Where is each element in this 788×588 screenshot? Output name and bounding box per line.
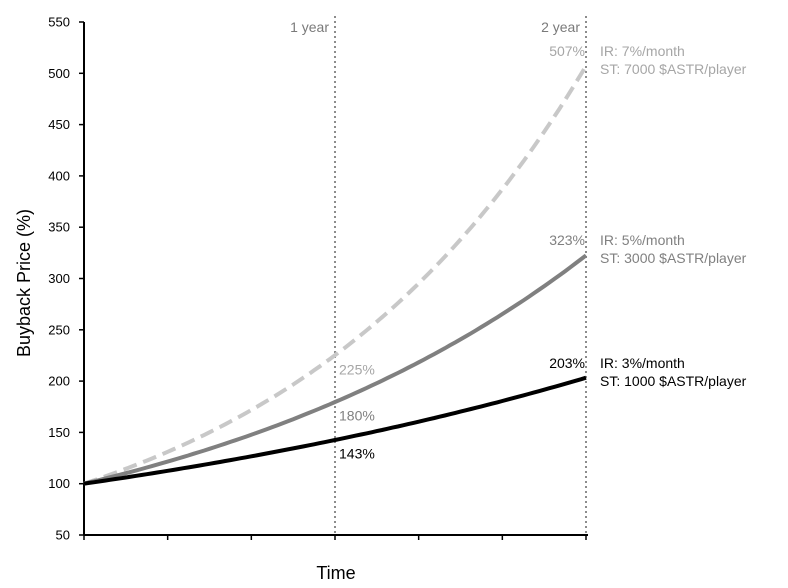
series-stake-annotation: ST: 1000 $ASTR/player	[600, 373, 747, 389]
x-axis-title: Time	[316, 563, 355, 583]
series-rate-annotation: IR: 7%/month	[600, 43, 685, 59]
series-stake-annotation: ST: 7000 $ASTR/player	[600, 61, 747, 77]
series-rate-annotation: IR: 3%/month	[600, 355, 685, 371]
y-tick-label: 400	[48, 168, 70, 183]
series-year1-value-label: 180%	[339, 408, 375, 424]
series-line	[83, 253, 588, 486]
series-year1-value-label: 143%	[339, 446, 375, 462]
y-tick-label: 300	[48, 271, 70, 286]
series-year1-value-label: 225%	[339, 361, 375, 377]
series-line	[83, 64, 588, 486]
axes: 50 100 150 200 250 300 350 400 450 500 550	[48, 15, 588, 543]
y-tick-label: 550	[48, 15, 70, 30]
series-end-value-label: 507%	[549, 43, 585, 59]
series-rate-annotation: IR: 5%/month	[600, 232, 685, 248]
series-line	[83, 375, 587, 486]
series-lines	[83, 64, 588, 486]
y-tick-label: 150	[48, 425, 70, 440]
y-tick-label: 350	[48, 220, 70, 235]
series-end-value-label: 323%	[549, 232, 585, 248]
series-stake-annotation: ST: 3000 $ASTR/player	[600, 250, 747, 266]
year-marker-label: 2 year	[541, 19, 580, 35]
y-tick-label: 200	[48, 374, 70, 389]
data-labels: 225% 507% IR: 7%/month ST: 7000 $ASTR/playe…	[339, 43, 747, 461]
y-tick-label: 250	[48, 322, 70, 337]
y-axis-title: Buyback Price (%)	[14, 209, 34, 357]
time-markers: 1 year 2 year	[290, 16, 587, 535]
y-tick-label: 450	[48, 117, 70, 132]
year-marker-label: 1 year	[290, 19, 329, 35]
y-tick-label: 50	[56, 528, 70, 543]
series-end-value-label: 203%	[549, 355, 585, 371]
y-tick-label: 500	[48, 66, 70, 81]
y-tick-label: 100	[48, 476, 70, 491]
